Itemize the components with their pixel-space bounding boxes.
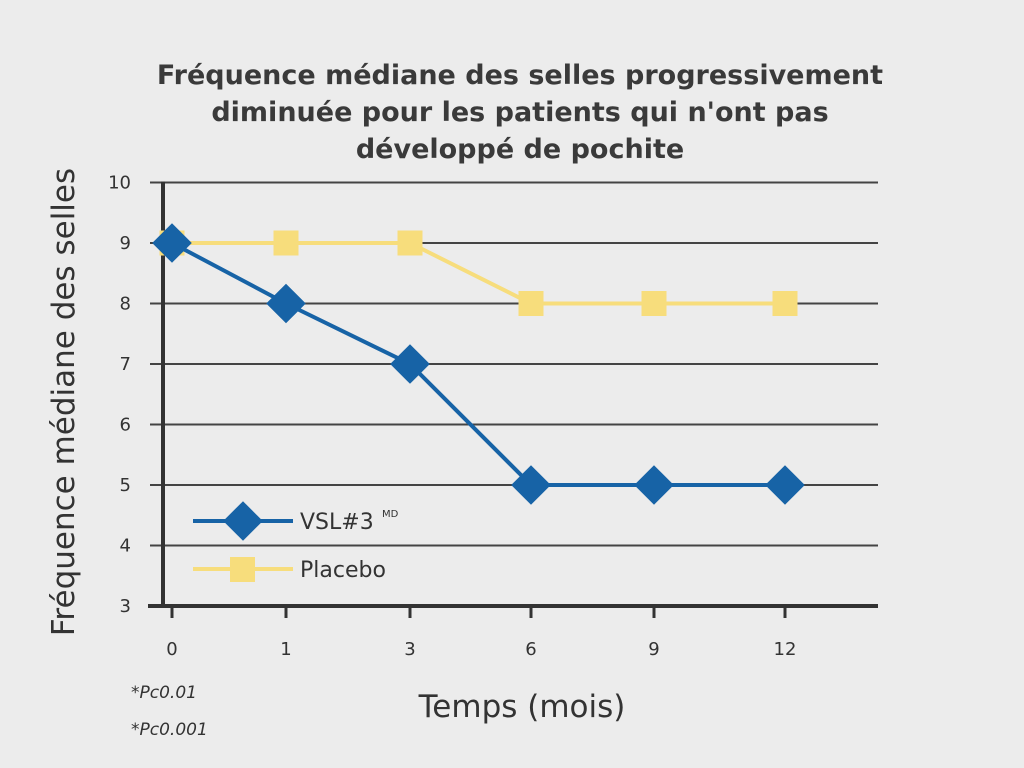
note-significance-2: *Pc0.001	[131, 720, 208, 740]
point-placebo-3	[397, 230, 423, 256]
point-vsl3-1	[266, 283, 306, 324]
note-significance-1: *Pc0.01	[131, 683, 197, 703]
x-tick-label-0: 0	[166, 639, 177, 660]
legend-label-vsl3: VSL#3	[300, 510, 374, 535]
y-tick-label-7: 7	[120, 354, 131, 375]
y-tick-labels: 10 9 8 7 6 5 4 3	[108, 173, 131, 618]
series-layer	[152, 223, 805, 505]
y-tick-label-3: 3	[120, 596, 131, 617]
point-vsl3-0	[152, 223, 192, 263]
point-vsl3-12	[765, 465, 805, 505]
x-tick-label-1: 1	[280, 639, 291, 660]
legend-marker-placebo	[230, 557, 255, 582]
title-line-3: développé de pochite	[356, 134, 684, 165]
x-tick-label-6: 6	[525, 639, 536, 660]
gridlines	[150, 181, 878, 547]
axes	[148, 181, 878, 618]
y-tick-label-5: 5	[120, 475, 131, 496]
point-placebo-12	[772, 291, 798, 316]
y-tick-label-6: 6	[120, 415, 131, 436]
legend: VSL#3 MD Placebo	[193, 501, 399, 583]
point-vsl3-9	[634, 465, 674, 505]
x-tick-label-3: 3	[404, 639, 415, 660]
point-vsl3-3	[390, 344, 430, 384]
legend-marker-vsl3	[223, 501, 263, 541]
point-placebo-1	[273, 230, 299, 256]
title-line-1: Fréquence médiane des selles progressive…	[157, 60, 883, 91]
point-placebo-6	[518, 291, 544, 316]
chart-title: Fréquence médiane des selles progressive…	[157, 60, 883, 165]
y-axis-label: Fréquence médiane des selles	[46, 168, 82, 636]
x-axis-label: Temps (mois)	[418, 689, 626, 725]
y-tick-label-8: 8	[120, 294, 131, 315]
legend-label-placebo: Placebo	[300, 558, 386, 583]
series-line-vsl3	[171, 241, 785, 487]
x-tick-label-9: 9	[648, 639, 659, 660]
y-tick-label-10: 10	[108, 173, 131, 194]
x-tick-label-12: 12	[774, 639, 797, 660]
y-tick-label-9: 9	[120, 233, 131, 254]
y-tick-label-4: 4	[120, 536, 131, 557]
series-line-placebo	[172, 241, 785, 306]
point-vsl3-6	[511, 465, 551, 505]
title-line-2: diminuée pour les patients qui n'ont pas	[211, 97, 828, 128]
point-placebo-9	[641, 291, 667, 316]
x-tick-labels: 0 1 3 6 9 12	[166, 639, 796, 660]
legend-label-vsl3-superscript: MD	[382, 509, 399, 520]
